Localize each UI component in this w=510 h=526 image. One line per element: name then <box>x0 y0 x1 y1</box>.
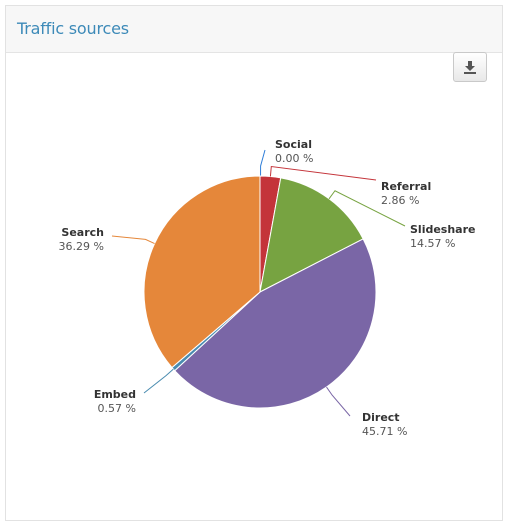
pie-slice-slideshare[interactable] <box>259 177 364 293</box>
connector-direct <box>326 386 351 417</box>
data-label-value-referral: 2.86 % <box>381 194 419 207</box>
connector-search <box>111 235 155 245</box>
download-button[interactable] <box>453 52 487 82</box>
connector-embed <box>143 368 174 394</box>
connector-referral <box>269 165 377 181</box>
data-label-value-slideshare: 14.57 % <box>410 237 455 250</box>
connector-slideshare <box>328 190 406 227</box>
data-label-name-search: Search <box>61 226 104 239</box>
data-label-value-direct: 45.71 % <box>362 425 407 438</box>
download-icon <box>464 61 476 74</box>
data-label-name-direct: Direct <box>362 411 400 424</box>
data-label-name-embed: Embed <box>94 388 136 401</box>
data-label-value-social: 0.00 % <box>275 152 313 165</box>
data-label-name-slideshare: Slideshare <box>410 223 475 236</box>
connector-social <box>260 149 266 177</box>
data-label-value-embed: 0.57 % <box>98 402 136 415</box>
data-label-name-social: Social <box>275 138 312 151</box>
pie-slice-search[interactable] <box>143 175 261 369</box>
traffic-sources-panel: Traffic sources <box>5 5 503 521</box>
data-label-value-search: 36.29 % <box>59 240 104 253</box>
panel-title: Traffic sources <box>17 19 129 38</box>
data-label-name-referral: Referral <box>381 180 431 193</box>
panel-header: Traffic sources <box>6 6 502 53</box>
